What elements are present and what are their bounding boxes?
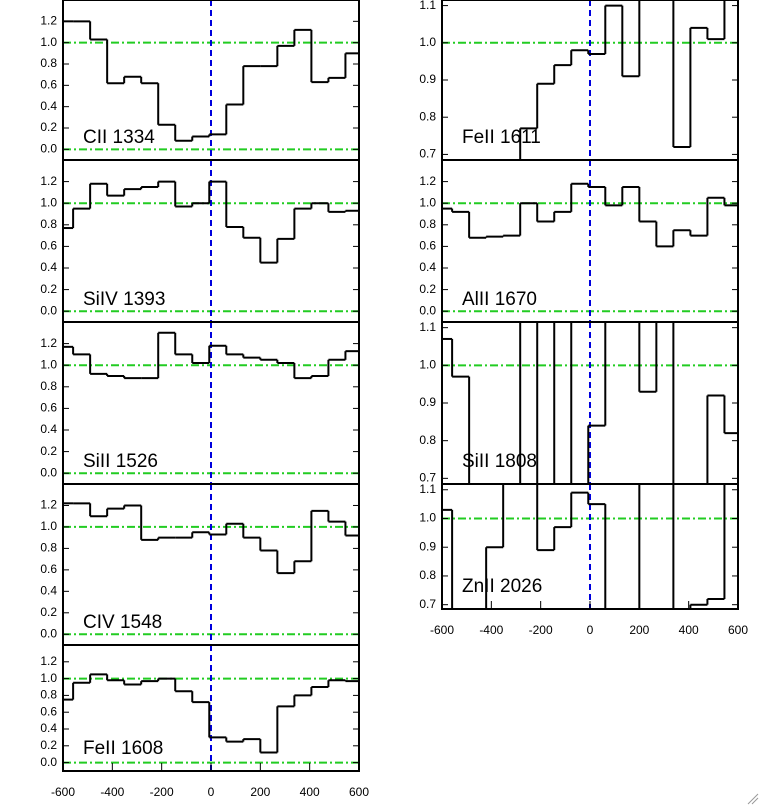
y-tick-label: 0.8 bbox=[40, 541, 57, 555]
panel: 0.0 0.2 0.4 0.6 0.8 1.0 1.2 -600 -400 -200 0 200 400… bbox=[40, 644, 369, 799]
y-tick-label: 0.4 bbox=[40, 721, 57, 735]
panel: 0.7 0.8 0.9 1.0 1.1 -600 -400 -200 0 200 400 600 ZnI… bbox=[419, 482, 748, 637]
y-tick-label: 0.0 bbox=[40, 755, 57, 769]
x-tick-label: -600 bbox=[430, 623, 454, 637]
plot-area bbox=[63, 645, 359, 771]
y-tick-label: 1.2 bbox=[40, 336, 57, 350]
y-tick-label: 0.6 bbox=[40, 401, 57, 415]
y-tick-label: 0.9 bbox=[419, 72, 436, 86]
y-tick-label: 0.8 bbox=[419, 433, 436, 447]
y-tick-label: 0.4 bbox=[40, 99, 57, 113]
plot-area bbox=[63, 322, 359, 484]
x-tick-label: 600 bbox=[728, 623, 748, 637]
y-tick-label: 0.6 bbox=[40, 562, 57, 576]
panel: 0.0 0.2 0.4 0.6 0.8 1.0 1.2 CIV 1548 bbox=[40, 483, 360, 646]
y-tick-label: 1.1 bbox=[419, 482, 436, 496]
line-label: FeII 1611 bbox=[462, 127, 541, 148]
y-tick-label: 0.2 bbox=[40, 120, 57, 134]
line-label: SiIV 1393 bbox=[83, 289, 165, 310]
y-tick-label: 0.0 bbox=[40, 303, 57, 317]
x-tick-label: -600 bbox=[51, 785, 75, 799]
panel: 0.0 0.2 0.4 0.6 0.8 1.0 1.2 SiII 1526 bbox=[40, 321, 360, 485]
y-tick-label: 0.2 bbox=[40, 282, 57, 296]
y-tick-label: 0.6 bbox=[40, 239, 57, 253]
y-tick-label: 0.0 bbox=[40, 142, 57, 156]
y-tick-label: 1.2 bbox=[40, 654, 57, 668]
y-tick-label: 1.0 bbox=[419, 35, 436, 49]
y-tick-label: 1.2 bbox=[419, 174, 436, 188]
plot-area bbox=[442, 160, 738, 322]
x-tick-label: 400 bbox=[300, 785, 320, 799]
x-tick-label: -200 bbox=[529, 623, 553, 637]
line-label: AlII 1670 bbox=[462, 289, 537, 310]
y-tick-label: 0.4 bbox=[419, 260, 436, 274]
plot-area bbox=[442, 484, 738, 609]
y-tick-label: 0.4 bbox=[40, 584, 57, 598]
y-tick-label: 0.4 bbox=[40, 260, 57, 274]
y-tick-label: 1.1 bbox=[419, 0, 436, 12]
plot-area bbox=[442, 0, 738, 160]
line-label: CII 1334 bbox=[83, 127, 155, 148]
y-tick-label: 1.1 bbox=[419, 320, 436, 334]
y-tick-label: 0.6 bbox=[40, 704, 57, 718]
y-tick-label: 0.2 bbox=[40, 605, 57, 619]
x-tick-label: 400 bbox=[679, 623, 699, 637]
x-tick-label: -400 bbox=[479, 623, 503, 637]
line-label: SiII 1808 bbox=[462, 451, 537, 472]
y-tick-label: 0.7 bbox=[419, 147, 436, 161]
y-tick-label: 0.8 bbox=[40, 217, 57, 231]
y-tick-label: 0.4 bbox=[40, 422, 57, 436]
plot-area bbox=[63, 160, 359, 322]
panel: 0.7 0.8 0.9 1.0 1.1 FeII 1611 bbox=[419, 0, 739, 161]
y-tick-label: 0.6 bbox=[419, 239, 436, 253]
y-tick-label: 1.0 bbox=[419, 195, 436, 209]
y-tick-label: 1.0 bbox=[40, 195, 57, 209]
y-tick-label: 0.8 bbox=[40, 379, 57, 393]
y-tick-label: 1.2 bbox=[40, 498, 57, 512]
y-tick-label: 0.2 bbox=[40, 738, 57, 752]
y-tick-label: 1.2 bbox=[40, 14, 57, 28]
line-label: FeII 1608 bbox=[83, 738, 163, 759]
y-tick-label: 0.9 bbox=[419, 395, 436, 409]
y-tick-label: 1.0 bbox=[40, 671, 57, 685]
panel: 0.0 0.2 0.4 0.6 0.8 1.0 1.2 AlII 1670 bbox=[419, 159, 739, 323]
y-tick-label: 0.8 bbox=[40, 56, 57, 70]
y-tick-label: 0.2 bbox=[40, 444, 57, 458]
x-tick-label: 0 bbox=[208, 785, 215, 799]
x-tick-label: -200 bbox=[150, 785, 174, 799]
y-tick-label: 0.8 bbox=[419, 568, 436, 582]
line-label: ZnII 2026 bbox=[462, 576, 542, 597]
y-tick-label: 1.0 bbox=[40, 35, 57, 49]
x-tick-label: -400 bbox=[100, 785, 124, 799]
plot-area bbox=[442, 322, 738, 484]
y-tick-label: 1.0 bbox=[40, 357, 57, 371]
y-tick-label: 0.7 bbox=[419, 597, 436, 611]
y-tick-label: 0.0 bbox=[40, 465, 57, 479]
resize-grip bbox=[747, 793, 759, 805]
panel: 0.7 0.8 0.9 1.0 1.1 SiII 1808 bbox=[419, 320, 739, 485]
x-tick-label: 600 bbox=[349, 785, 369, 799]
y-tick-label: 1.2 bbox=[40, 174, 57, 188]
x-tick-label: 0 bbox=[587, 623, 594, 637]
y-tick-label: 1.0 bbox=[419, 511, 436, 525]
y-tick-label: 0.8 bbox=[419, 217, 436, 231]
y-tick-label: 0.6 bbox=[40, 78, 57, 92]
y-tick-label: 0.0 bbox=[40, 626, 57, 640]
y-tick-label: 0.0 bbox=[419, 303, 436, 317]
y-tick-label: 0.8 bbox=[419, 109, 436, 123]
plot-area bbox=[63, 484, 359, 645]
y-tick-label: 1.0 bbox=[419, 357, 436, 371]
line-label: SiII 1526 bbox=[83, 451, 158, 472]
y-tick-label: 0.8 bbox=[40, 688, 57, 702]
panel: 0.0 0.2 0.4 0.6 0.8 1.0 1.2 CII 1334 bbox=[40, 0, 360, 161]
y-tick-label: 0.2 bbox=[419, 282, 436, 296]
x-tick-label: 200 bbox=[629, 623, 649, 637]
y-tick-label: 0.9 bbox=[419, 539, 436, 553]
y-tick-label: 0.7 bbox=[419, 471, 436, 485]
y-tick-label: 1.0 bbox=[40, 519, 57, 533]
x-tick-label: 200 bbox=[250, 785, 270, 799]
line-label: CIV 1548 bbox=[83, 612, 162, 633]
panel: 0.0 0.2 0.4 0.6 0.8 1.0 1.2 SiIV 1393 bbox=[40, 159, 360, 323]
